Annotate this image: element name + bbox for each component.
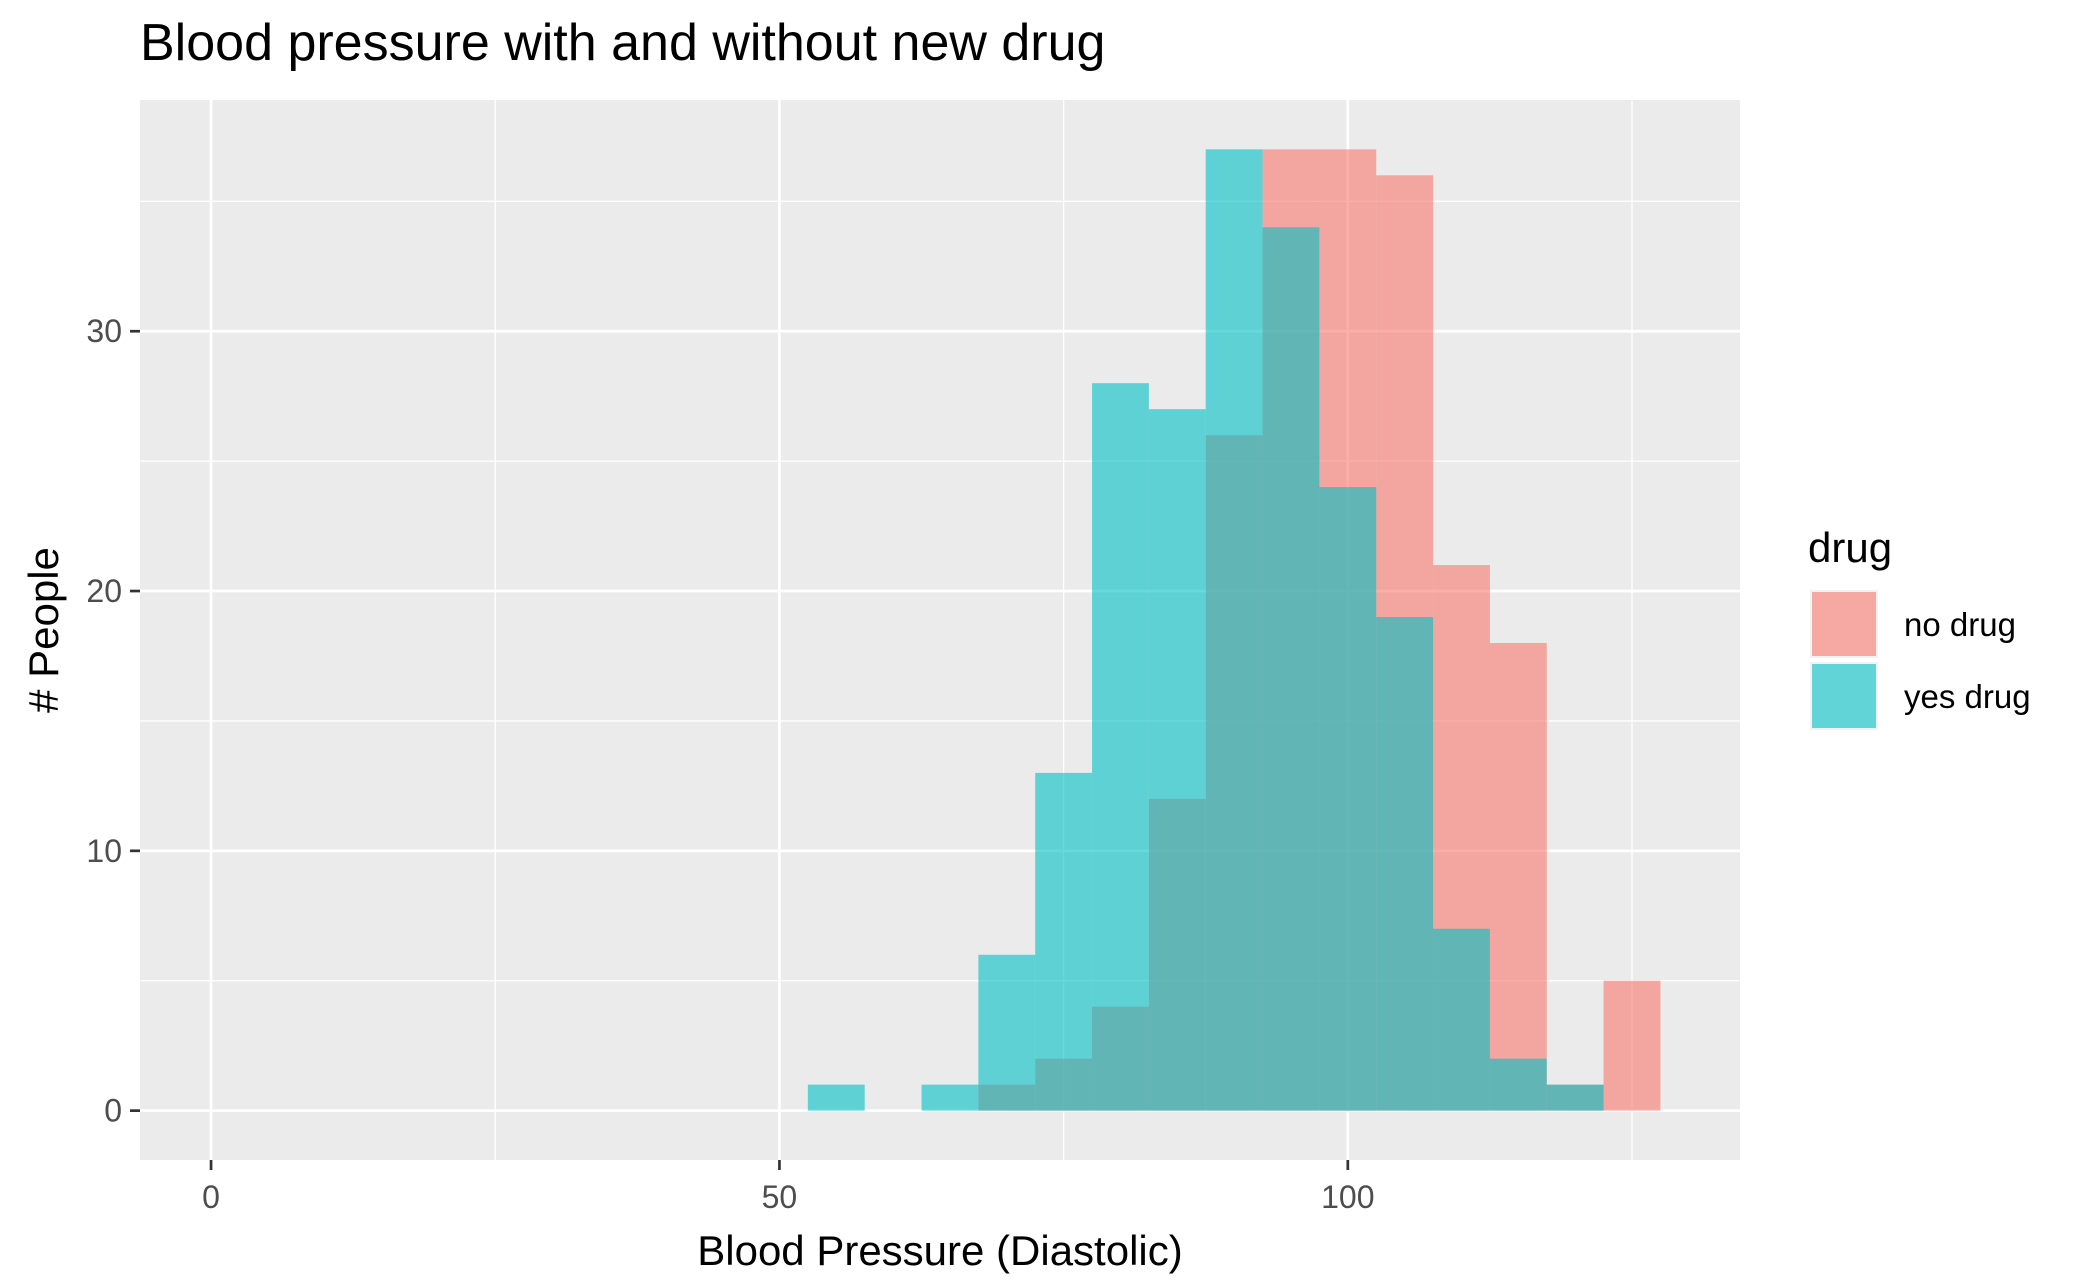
y-tick-label: 20 <box>86 573 122 609</box>
legend-label: no drug <box>1904 606 2016 643</box>
axis-ticks <box>130 329 1350 1170</box>
x-axis-tick-labels: 0 50 100 <box>202 1179 1374 1215</box>
histogram-bar <box>1035 772 1093 1111</box>
histogram-bar <box>921 1084 979 1111</box>
x-tick-label: 50 <box>762 1179 798 1215</box>
histogram-bar <box>978 954 1036 1111</box>
histogram-bar <box>1489 642 1547 1111</box>
histogram-bar <box>1603 980 1661 1111</box>
legend-item: no drug <box>1810 590 2016 658</box>
histogram-bar <box>1319 487 1377 1111</box>
histogram-bar <box>1205 149 1263 1111</box>
y-tick-label: 10 <box>86 833 122 869</box>
legend-label: yes drug <box>1904 678 2031 715</box>
y-axis-tick-labels: 0 10 20 30 <box>86 313 122 1128</box>
chart-title: Blood pressure with and without new drug <box>140 14 1105 72</box>
legend-swatch <box>1812 664 1876 728</box>
histogram-bar <box>1092 383 1149 1111</box>
legend-title: drug <box>1808 524 1892 571</box>
series-yes-drug <box>807 149 1604 1111</box>
histogram-bar <box>1489 1058 1547 1111</box>
y-tick-label: 0 <box>104 1093 122 1129</box>
x-axis-title: Blood Pressure (Diastolic) <box>697 1227 1183 1274</box>
histogram-bar <box>1148 409 1206 1111</box>
histogram-bar <box>1376 617 1434 1111</box>
histogram-bar <box>1433 928 1490 1111</box>
histogram-bar <box>1262 227 1320 1111</box>
x-tick-label: 0 <box>202 1179 220 1215</box>
legend: drug no drug yes drug <box>1808 524 2031 730</box>
legend-items: no drug yes drug <box>1810 590 2031 730</box>
histogram-bar <box>1546 1084 1604 1111</box>
y-tick-label: 30 <box>86 313 122 349</box>
histogram-bars <box>807 149 1661 1111</box>
y-axis-title: # People <box>20 547 67 713</box>
histogram-bar <box>807 1084 865 1111</box>
legend-swatch <box>1812 592 1876 656</box>
x-tick-label: 100 <box>1321 1179 1374 1215</box>
minor-gridlines <box>140 100 1740 1160</box>
legend-item: yes drug <box>1810 662 2031 730</box>
